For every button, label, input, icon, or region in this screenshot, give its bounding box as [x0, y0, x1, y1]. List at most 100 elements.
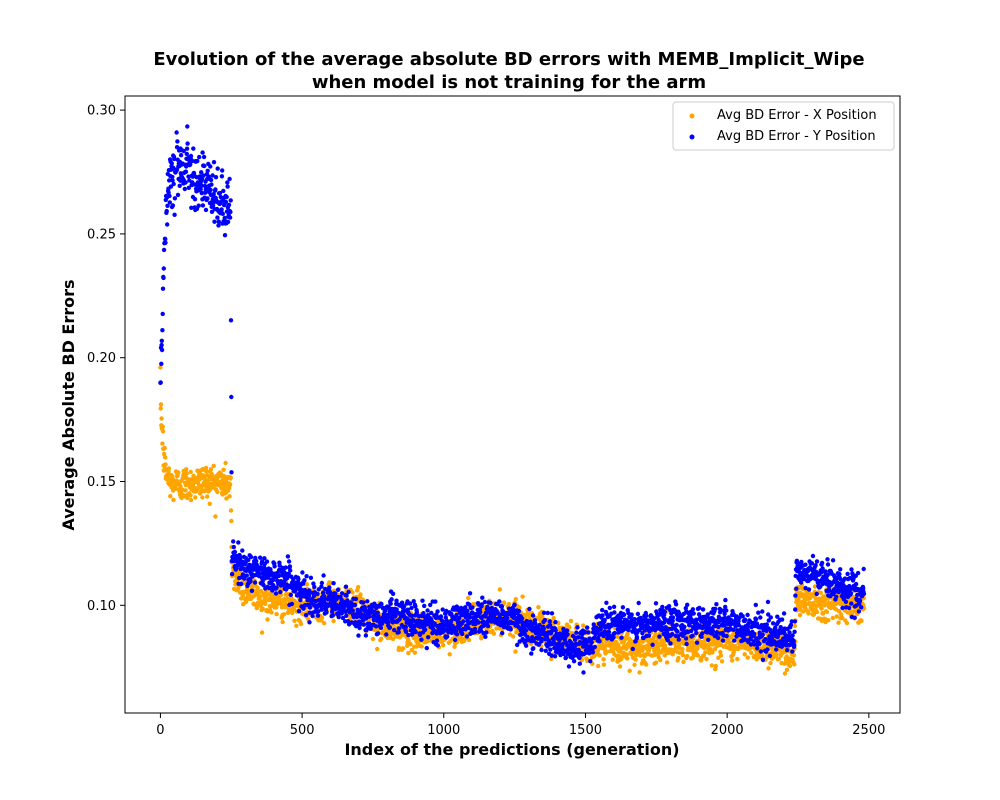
data-point — [776, 656, 781, 662]
data-point — [366, 614, 372, 619]
data-point — [417, 632, 423, 637]
data-point — [484, 630, 489, 635]
data-point — [272, 564, 277, 569]
data-point — [499, 604, 505, 609]
data-point — [222, 215, 227, 221]
data-point — [452, 637, 458, 643]
data-point — [375, 646, 380, 652]
data-point — [840, 615, 845, 621]
data-point — [742, 617, 748, 622]
data-point — [520, 594, 525, 599]
data-point — [339, 611, 344, 616]
data-point — [611, 635, 616, 640]
data-point — [683, 636, 689, 641]
data-point — [208, 187, 213, 193]
data-point — [379, 636, 384, 641]
data-point — [665, 638, 671, 643]
data-point — [788, 622, 794, 628]
data-point — [724, 633, 729, 639]
data-point — [240, 548, 245, 553]
data-point — [505, 616, 510, 621]
data-point — [419, 637, 424, 642]
data-point — [819, 560, 825, 566]
data-point — [782, 671, 788, 676]
data-point — [199, 176, 205, 182]
data-point — [296, 577, 301, 582]
data-point — [517, 605, 522, 610]
data-point — [833, 601, 839, 607]
data-point — [168, 494, 173, 499]
data-point — [606, 629, 612, 635]
data-point — [512, 614, 517, 619]
data-point — [242, 576, 247, 581]
data-point — [824, 609, 830, 615]
data-point — [460, 631, 465, 637]
data-point — [491, 631, 497, 636]
data-point — [706, 637, 711, 643]
data-point — [814, 609, 820, 615]
data-point — [307, 620, 312, 625]
data-point — [694, 640, 700, 645]
data-point — [664, 660, 670, 665]
data-point — [716, 624, 721, 630]
data-point — [243, 599, 249, 605]
data-point — [662, 643, 668, 648]
data-point — [856, 609, 862, 614]
data-point — [302, 578, 307, 583]
data-point — [466, 637, 472, 643]
data-point — [670, 615, 676, 620]
data-point — [566, 664, 572, 669]
data-point — [257, 594, 263, 599]
data-point — [161, 247, 167, 253]
data-point — [718, 649, 723, 655]
data-point — [327, 585, 332, 590]
data-point — [690, 607, 696, 612]
data-point — [714, 630, 720, 635]
data-point — [760, 657, 766, 662]
data-point — [159, 347, 165, 353]
data-point — [220, 211, 225, 216]
data-point — [785, 647, 790, 653]
data-point — [335, 587, 341, 592]
data-point — [196, 203, 201, 208]
data-point — [160, 441, 165, 446]
data-point — [745, 612, 750, 618]
data-point — [379, 601, 384, 607]
data-point — [676, 637, 681, 642]
data-point — [422, 603, 427, 609]
data-point — [219, 174, 225, 179]
data-point — [184, 151, 189, 157]
data-point — [163, 237, 168, 242]
data-point — [700, 607, 706, 612]
data-point — [345, 598, 350, 603]
data-point — [610, 657, 615, 662]
data-point — [352, 602, 358, 608]
data-point — [853, 581, 859, 587]
data-point — [203, 207, 209, 213]
data-point — [158, 365, 163, 370]
data-point — [189, 205, 194, 210]
data-point — [451, 625, 457, 630]
data-point — [167, 200, 172, 205]
data-point — [563, 655, 569, 660]
scatter-points — [158, 124, 867, 676]
data-point — [413, 629, 418, 635]
data-point — [288, 592, 293, 598]
data-point — [199, 170, 204, 175]
data-point — [611, 604, 617, 609]
data-point — [211, 463, 216, 469]
data-point — [634, 634, 640, 640]
data-point — [632, 617, 637, 622]
data-point — [633, 657, 638, 662]
data-point — [819, 606, 824, 611]
data-point — [723, 597, 728, 603]
data-point — [590, 650, 595, 655]
data-point — [825, 557, 830, 562]
data-point — [531, 646, 536, 651]
data-point — [806, 587, 812, 592]
data-point — [768, 615, 773, 620]
data-point — [844, 620, 850, 626]
data-point — [390, 591, 396, 596]
data-point — [571, 659, 577, 664]
data-point — [200, 150, 205, 155]
